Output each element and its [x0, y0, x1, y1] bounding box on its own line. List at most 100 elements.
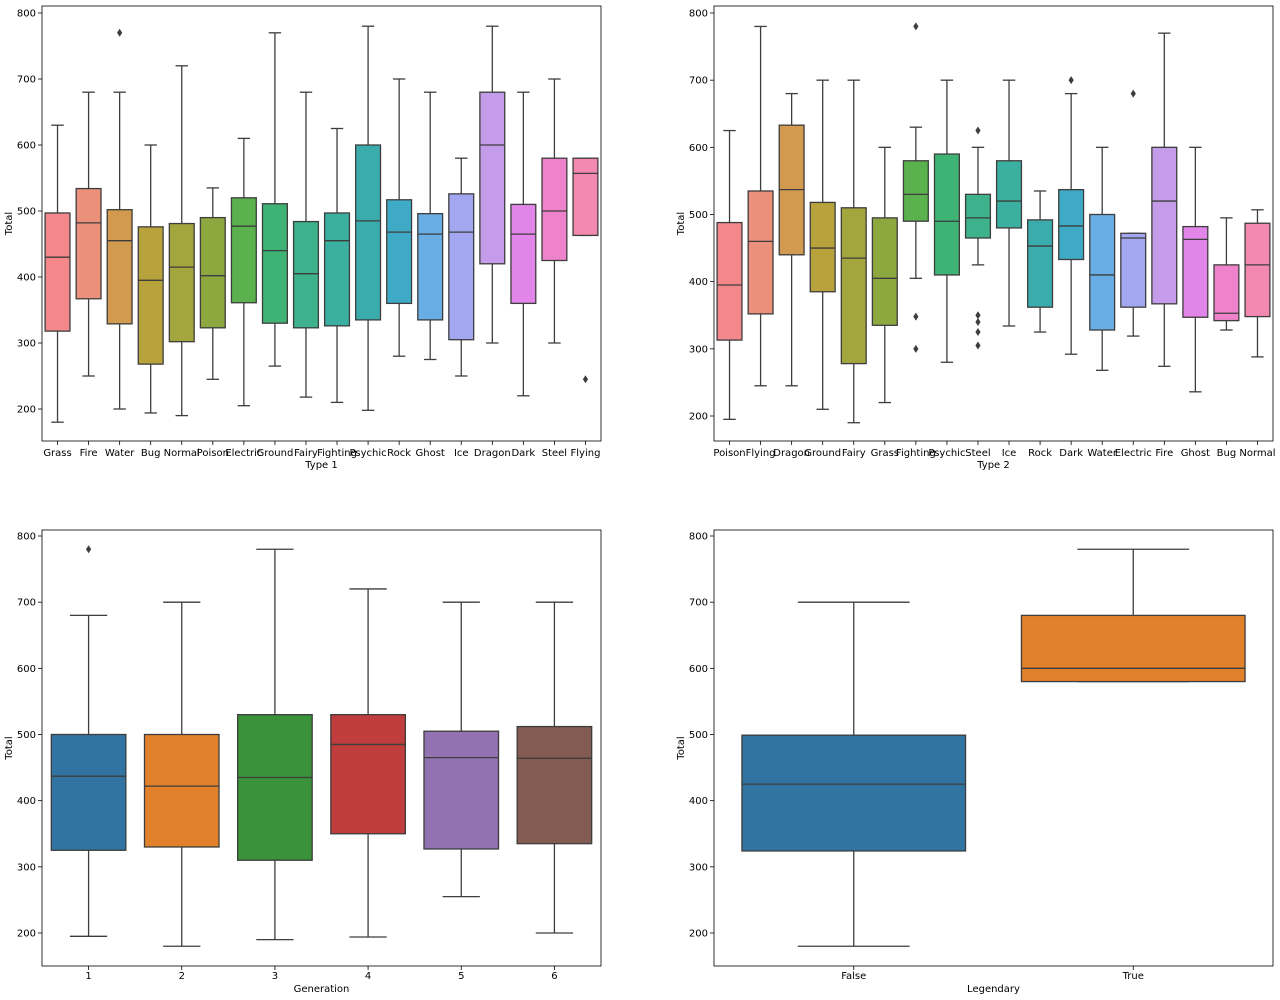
- x-tick-label: Ghost: [1181, 448, 1210, 459]
- box-3: [236, 548, 313, 941]
- x-tick-label: Electric: [225, 448, 262, 459]
- y-tick-label: 500: [17, 730, 36, 741]
- x-tick-label: Grass: [871, 448, 899, 459]
- outlier-point: [1068, 76, 1074, 85]
- x-tick-label: Bug: [141, 448, 161, 459]
- box-body: [541, 157, 568, 262]
- box-body: [1244, 222, 1271, 318]
- box-water: [106, 28, 133, 410]
- x-tick-label: Dragon: [773, 448, 810, 459]
- x-tick-label: Steel: [965, 448, 990, 459]
- x-tick-label: False: [841, 971, 866, 982]
- x-tick-label: Flying: [746, 448, 776, 459]
- box-body: [871, 217, 898, 326]
- x-tick-label: Fairy: [294, 448, 318, 459]
- box-poison: [199, 187, 226, 380]
- y-tick-label: 500: [17, 207, 36, 218]
- x-tick-label: Fairy: [842, 448, 866, 459]
- x-tick-label: 4: [365, 971, 371, 982]
- box-body: [1020, 614, 1246, 683]
- box-body: [106, 209, 133, 325]
- box-dark: [510, 91, 537, 397]
- x-tick-label: 2: [179, 971, 185, 982]
- x-axis-label: Type 2: [976, 460, 1010, 471]
- x-tick-label: 3: [272, 971, 278, 982]
- y-tick-label: 400: [689, 277, 708, 288]
- box-body: [516, 725, 593, 845]
- x-tick-label: Dragon: [474, 448, 511, 459]
- x-tick-label: Flying: [571, 448, 601, 459]
- box-body: [964, 193, 992, 239]
- box-body: [137, 226, 164, 365]
- y-tick-label: 400: [17, 273, 36, 284]
- y-tick-label: 500: [689, 730, 708, 741]
- box-body: [741, 734, 967, 852]
- box-body: [933, 153, 960, 276]
- x-tick-label: Water: [1087, 448, 1117, 459]
- box-5: [423, 601, 500, 898]
- box-2: [143, 601, 220, 947]
- box-body: [386, 199, 413, 305]
- x-tick-label: Psychic: [350, 448, 387, 459]
- outlier-point: [975, 341, 981, 350]
- box-body: [510, 203, 537, 305]
- box-dragon: [479, 25, 506, 344]
- box-psychic: [355, 25, 382, 411]
- box-psychic: [933, 79, 960, 363]
- box-body: [75, 187, 102, 300]
- y-tick-label: 200: [689, 929, 708, 940]
- x-axis-label: Generation: [294, 984, 350, 995]
- x-tick-label: Dark: [511, 448, 535, 459]
- x-tick-label: Fire: [80, 448, 98, 459]
- box-body: [716, 221, 743, 341]
- box-body: [995, 160, 1023, 229]
- box-body: [448, 193, 475, 341]
- x-tick-label: Ice: [454, 448, 469, 459]
- outlier-point: [582, 375, 589, 384]
- x-tick-label: 1: [85, 971, 91, 982]
- outlier-point: [913, 344, 919, 353]
- x-tick-label: Fire: [1155, 448, 1173, 459]
- box-flying: [747, 25, 774, 387]
- y-tick-label: 800: [17, 532, 36, 543]
- box-dragon: [778, 92, 805, 387]
- box-rock: [1027, 190, 1054, 333]
- outlier-point: [913, 312, 919, 321]
- y-axis-label: Total: [4, 212, 15, 236]
- box-fire: [75, 91, 102, 377]
- x-tick-label: Ice: [1002, 448, 1017, 459]
- box-true: [1020, 548, 1246, 683]
- box-ground: [261, 32, 288, 367]
- y-tick-label: 200: [17, 405, 36, 416]
- y-axis-label: Total: [4, 736, 15, 760]
- box-flying: [572, 157, 599, 384]
- x-tick-label: Electric: [1115, 448, 1152, 459]
- box-ice: [995, 79, 1023, 327]
- x-tick-label: Normal: [164, 448, 200, 459]
- x-tick-label: Rock: [387, 448, 411, 459]
- y-tick-label: 300: [689, 862, 708, 873]
- x-tick-label: Rock: [1028, 448, 1052, 459]
- box-rock: [386, 78, 413, 357]
- box-body: [747, 190, 774, 315]
- x-tick-label: 5: [458, 971, 464, 982]
- x-tick-label: Ghost: [416, 448, 445, 459]
- y-tick-label: 300: [17, 862, 36, 873]
- box-steel: [541, 78, 568, 344]
- box-body: [330, 714, 407, 835]
- axes-frame: [713, 529, 1274, 967]
- box-bug: [137, 144, 164, 414]
- y-tick-label: 600: [689, 664, 708, 675]
- x-tick-label: Poison: [197, 448, 229, 459]
- outlier-point: [975, 328, 981, 337]
- box-ground: [809, 79, 836, 410]
- box-body: [840, 207, 867, 365]
- box-body: [261, 203, 288, 324]
- y-tick-label: 700: [17, 75, 36, 86]
- box-body: [1027, 219, 1054, 308]
- y-tick-label: 600: [17, 664, 36, 675]
- x-tick-label: Bug: [1217, 448, 1237, 459]
- y-tick-label: 300: [17, 339, 36, 350]
- box-body: [236, 714, 313, 861]
- x-tick-label: Water: [105, 448, 135, 459]
